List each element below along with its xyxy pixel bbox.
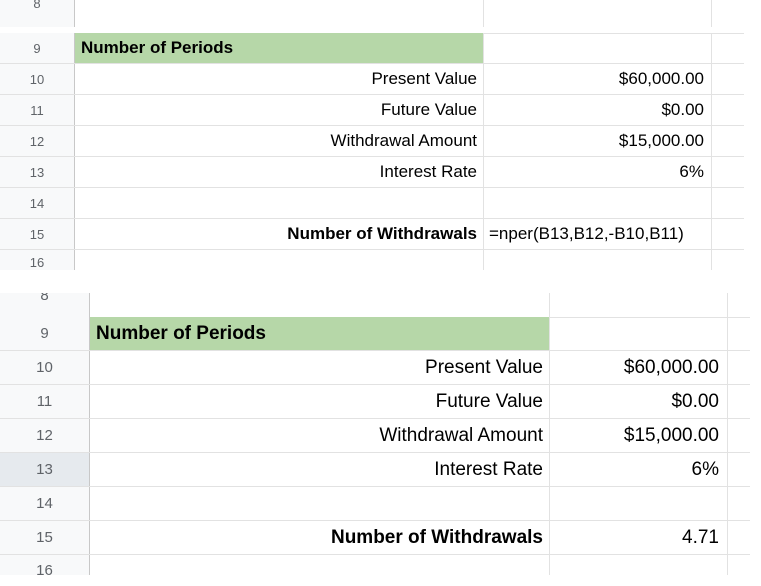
row-header-selected[interactable]: 13 [0, 453, 90, 486]
cell-label[interactable] [75, 188, 484, 218]
cell[interactable] [484, 250, 712, 270]
table-row: 13 Interest Rate 6% [0, 157, 744, 188]
cell-label[interactable]: Present Value [75, 64, 484, 94]
row-header[interactable]: 15 [0, 521, 90, 554]
cell[interactable] [728, 351, 750, 384]
row-header[interactable]: 13 [0, 157, 75, 187]
row-header[interactable]: 10 [0, 64, 75, 94]
cell[interactable] [90, 555, 550, 575]
cell-value[interactable]: $0.00 [550, 385, 728, 418]
cell-label[interactable]: Number of Withdrawals [90, 521, 550, 554]
cell-value[interactable]: $60,000.00 [484, 64, 712, 94]
cell-label[interactable] [90, 487, 550, 520]
cell[interactable] [90, 293, 550, 317]
cell[interactable] [728, 293, 750, 317]
cell[interactable] [550, 555, 728, 575]
cell-value[interactable]: $15,000.00 [550, 419, 728, 452]
table-row: 9 Number of Periods [0, 33, 744, 64]
cell-value[interactable]: $15,000.00 [484, 126, 712, 156]
partial-row-8: 8 [0, 293, 750, 317]
row-header[interactable]: 8 [0, 293, 90, 317]
table-row: 11 Future Value $0.00 [0, 385, 750, 419]
table-row: 15 Number of Withdrawals 4.71 [0, 521, 750, 555]
cell[interactable] [75, 250, 484, 270]
table-row: 14 [0, 188, 744, 219]
cell-value[interactable] [484, 188, 712, 218]
cell-label[interactable]: Number of Periods [90, 317, 550, 350]
cell-value[interactable] [550, 487, 728, 520]
row-header[interactable]: 11 [0, 385, 90, 418]
cell[interactable] [712, 157, 744, 187]
table-row: 14 [0, 487, 750, 521]
cell[interactable] [550, 293, 728, 317]
cell[interactable] [712, 126, 744, 156]
cell[interactable] [712, 219, 744, 249]
cell[interactable] [712, 0, 744, 27]
table-row: 10 Present Value $60,000.00 [0, 351, 750, 385]
table-row: 12 Withdrawal Amount $15,000.00 [0, 419, 750, 453]
row-header[interactable]: 16 [0, 555, 90, 575]
row-header[interactable]: 12 [0, 419, 90, 452]
row-header[interactable]: 14 [0, 487, 90, 520]
row-header[interactable]: 14 [0, 188, 75, 218]
cell[interactable] [728, 419, 750, 452]
cell[interactable] [484, 0, 712, 27]
row-header[interactable]: 11 [0, 95, 75, 125]
cell[interactable] [712, 188, 744, 218]
row-header[interactable]: 9 [0, 317, 90, 350]
cell[interactable] [712, 64, 744, 94]
cell-value[interactable]: $0.00 [484, 95, 712, 125]
cell-label[interactable]: Future Value [90, 385, 550, 418]
cell-label[interactable]: Withdrawal Amount [75, 126, 484, 156]
cell-label[interactable]: Future Value [75, 95, 484, 125]
table-row: 12 Withdrawal Amount $15,000.00 [0, 126, 744, 157]
cell-value[interactable] [484, 33, 712, 63]
table-row: 15 Number of Withdrawals =nper(B13,B12,-… [0, 219, 744, 250]
spreadsheet-result-view: 8 9 Number of Periods 10 Present Value $… [0, 293, 750, 578]
table-row: 9 Number of Periods [0, 317, 750, 351]
table-row: 11 Future Value $0.00 [0, 95, 744, 126]
cell-label[interactable]: Number of Withdrawals [75, 219, 484, 249]
partial-row-8: 8 [0, 0, 744, 27]
cell-value[interactable]: 6% [484, 157, 712, 187]
cell-value[interactable]: $60,000.00 [550, 351, 728, 384]
row-header[interactable]: 12 [0, 126, 75, 156]
cell[interactable] [728, 521, 750, 554]
cell-value[interactable] [550, 317, 728, 350]
cell[interactable] [712, 250, 744, 270]
row-header[interactable]: 10 [0, 351, 90, 384]
row-header[interactable]: 9 [0, 33, 75, 63]
table-row: 10 Present Value $60,000.00 [0, 64, 744, 95]
formula-cell[interactable]: =nper(B13,B12,-B10,B11) [484, 219, 712, 249]
cell-label[interactable]: Number of Periods [75, 33, 484, 63]
row-header[interactable]: 8 [0, 0, 75, 27]
row-header[interactable]: 16 [0, 250, 75, 270]
cell-label[interactable]: Present Value [90, 351, 550, 384]
cell[interactable] [728, 385, 750, 418]
cell[interactable] [728, 555, 750, 575]
cell[interactable] [712, 95, 744, 125]
cell[interactable] [728, 487, 750, 520]
cell-label[interactable]: Interest Rate [90, 453, 550, 486]
cell-label[interactable]: Interest Rate [75, 157, 484, 187]
result-cell[interactable]: 4.71 [550, 521, 728, 554]
partial-row-16: 16 [0, 555, 750, 575]
spreadsheet-formula-view: 8 9 Number of Periods 10 Present Value $… [0, 0, 744, 272]
cell[interactable] [712, 33, 744, 63]
cell-label[interactable]: Withdrawal Amount [90, 419, 550, 452]
partial-row-16: 16 [0, 250, 744, 270]
table-row: 13 Interest Rate 6% [0, 453, 750, 487]
row-header[interactable]: 15 [0, 219, 75, 249]
cell[interactable] [728, 453, 750, 486]
cell[interactable] [728, 317, 750, 350]
cell[interactable] [75, 0, 484, 27]
cell-value[interactable]: 6% [550, 453, 728, 486]
